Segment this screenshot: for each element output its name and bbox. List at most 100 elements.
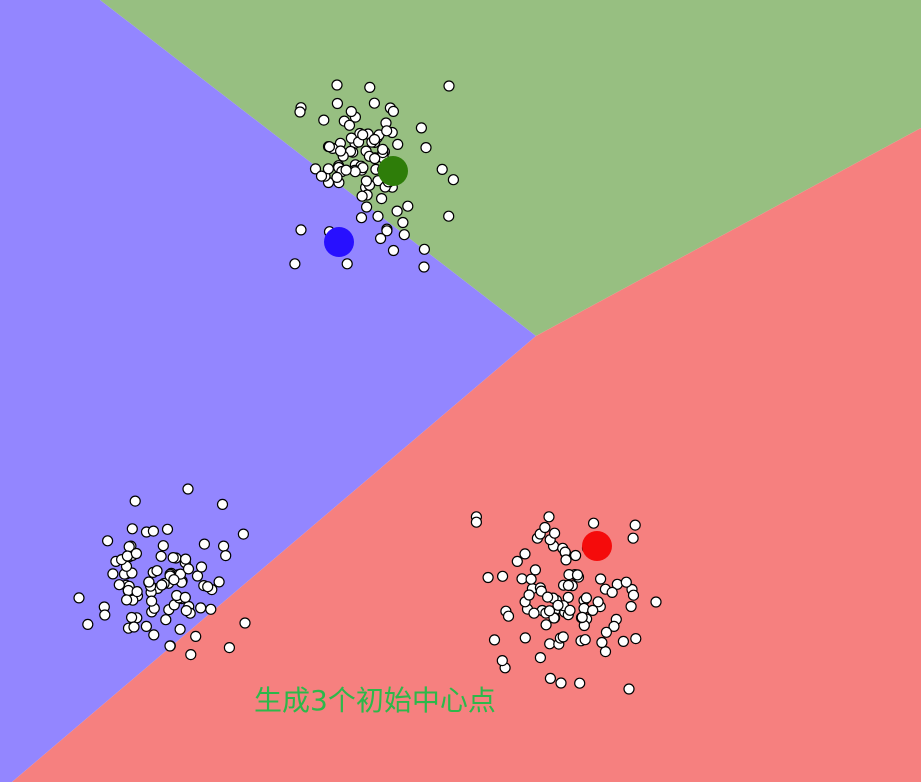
data-point <box>191 570 204 582</box>
data-point <box>195 561 208 573</box>
data-point <box>502 610 515 622</box>
data-point <box>529 564 542 576</box>
data-point <box>387 105 399 118</box>
data-point <box>600 626 613 638</box>
data-point <box>335 145 347 157</box>
data-point <box>180 604 192 617</box>
data-point <box>387 244 400 257</box>
data-point <box>596 636 608 649</box>
data-point <box>443 80 455 92</box>
data-point <box>113 579 125 591</box>
data-point <box>179 591 191 604</box>
data-point <box>82 618 94 631</box>
data-point <box>544 672 557 685</box>
data-point <box>496 654 508 667</box>
data-point <box>223 641 235 654</box>
data-point <box>315 170 328 182</box>
data-point <box>360 175 372 187</box>
data-point <box>140 620 152 633</box>
data-point <box>368 133 381 146</box>
data-point <box>392 138 404 150</box>
data-point <box>629 519 641 531</box>
data-point <box>534 651 547 664</box>
data-point <box>555 677 567 689</box>
caption-text: 生成3个初始中心点 <box>254 684 496 717</box>
data-point <box>309 163 322 175</box>
data-point <box>167 551 179 564</box>
data-point <box>391 205 403 217</box>
data-point <box>576 611 588 624</box>
data-point <box>608 620 620 633</box>
data-point <box>323 141 335 153</box>
data-point <box>202 581 214 593</box>
data-point <box>345 105 357 118</box>
data-point <box>151 565 163 577</box>
data-point <box>155 550 167 562</box>
data-point <box>418 261 430 273</box>
data-point <box>126 523 138 535</box>
data-point <box>331 79 343 91</box>
data-point <box>164 640 176 652</box>
data-point <box>381 225 393 237</box>
data-point <box>488 634 501 646</box>
data-point <box>128 621 140 633</box>
data-point <box>528 607 540 619</box>
centroids <box>324 156 612 561</box>
data-point <box>322 163 334 175</box>
data-point <box>129 495 141 507</box>
data-point <box>543 511 555 523</box>
data-point <box>368 97 380 109</box>
red-centroid <box>582 531 612 561</box>
data-point <box>436 163 448 175</box>
data-point <box>157 540 169 552</box>
data-point <box>516 573 528 585</box>
green-centroid <box>378 156 408 186</box>
data-point <box>131 585 143 598</box>
data-point <box>369 152 381 165</box>
data-point <box>361 201 373 213</box>
blue-centroid <box>324 227 354 257</box>
data-point <box>160 614 172 626</box>
data-point <box>543 605 556 617</box>
data-point <box>623 683 635 695</box>
data-point <box>398 229 410 241</box>
data-point <box>592 596 604 608</box>
data-point <box>343 119 356 131</box>
data-point <box>606 586 618 599</box>
data-point <box>376 193 388 205</box>
data-point <box>146 595 158 607</box>
data-point <box>356 190 368 202</box>
data-point <box>198 538 210 550</box>
data-point <box>625 600 637 613</box>
data-point <box>182 563 195 575</box>
data-point <box>213 576 225 588</box>
data-point <box>294 106 306 118</box>
data-point <box>220 549 232 562</box>
data-point <box>375 232 387 245</box>
data-point <box>525 573 537 585</box>
data-point <box>650 596 662 608</box>
data-point <box>397 216 409 229</box>
data-point <box>587 517 600 529</box>
data-point <box>130 547 142 560</box>
data-point <box>523 589 535 601</box>
data-point <box>107 568 119 580</box>
data-point <box>185 648 197 661</box>
data-point <box>182 483 194 495</box>
data-point <box>627 532 639 544</box>
data-point <box>415 122 427 134</box>
data-point <box>541 591 554 603</box>
data-point <box>148 629 160 641</box>
data-point <box>569 549 582 562</box>
data-point <box>190 630 202 643</box>
data-point <box>372 210 384 222</box>
data-point <box>331 171 343 183</box>
data-point <box>295 224 307 236</box>
data-point <box>420 142 432 154</box>
data-point <box>377 143 389 155</box>
data-point <box>357 129 369 141</box>
data-point <box>381 125 393 137</box>
data-point <box>331 97 343 110</box>
data-point <box>552 599 564 611</box>
